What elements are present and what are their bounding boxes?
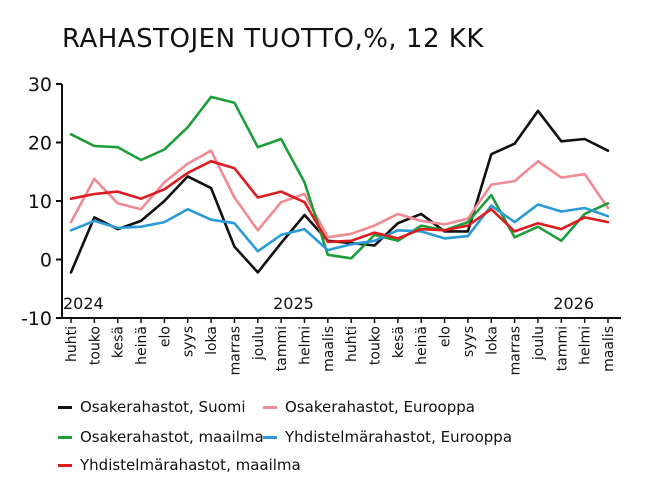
x-tick-label: syys bbox=[461, 326, 477, 357]
x-tick-label: maalis bbox=[321, 326, 337, 372]
legend-swatch bbox=[263, 405, 277, 409]
x-tick-label: maalis bbox=[601, 326, 617, 372]
y-tick-label: 10 bbox=[28, 191, 52, 213]
x-tick-label: loka bbox=[484, 326, 500, 355]
legend-item-osakerahastot-eurooppa: Osakerahastot, Eurooppa bbox=[263, 398, 475, 416]
x-tick-label: helmi bbox=[578, 326, 594, 365]
series-line-osakerahastot-eurooppa bbox=[69, 149, 610, 239]
x-tick-label: heinä bbox=[134, 326, 150, 365]
series-line-yhdistelmarahastot-maailma bbox=[69, 159, 610, 244]
chart-title: RAHASTOJEN TUOTTO,%, 12 KK bbox=[62, 24, 484, 54]
x-tick-label: huhti bbox=[344, 326, 360, 362]
x-tick-label: touko bbox=[87, 326, 103, 365]
x-tick-label: kesä bbox=[111, 326, 127, 358]
y-tick-label: -10 bbox=[21, 308, 52, 330]
x-tick-labels: huhti touko kesä heinä elo syys loka marras joul… bbox=[64, 326, 617, 375]
x-tick-label: tammi bbox=[554, 326, 570, 371]
y-tick-label: 30 bbox=[28, 74, 52, 96]
series-lines bbox=[69, 95, 610, 274]
y-tick-label: 20 bbox=[28, 133, 52, 155]
y-tick-label: 0 bbox=[40, 250, 52, 272]
x-tick-label: heinä bbox=[414, 326, 430, 365]
legend-label: Osakerahastot, maailma bbox=[80, 428, 264, 446]
legend-label: Osakerahastot, Eurooppa bbox=[285, 398, 475, 416]
x-tick-label: joulu bbox=[531, 326, 547, 361]
x-tick-label: loka bbox=[204, 326, 220, 355]
x-tick-label: helmi bbox=[297, 326, 313, 365]
legend-label: Osakerahastot, Suomi bbox=[80, 398, 246, 416]
year-label: 2024 bbox=[63, 294, 104, 313]
x-tick-label: marras bbox=[227, 326, 243, 375]
legend-label: Yhdistelmärahastot, Eurooppa bbox=[285, 428, 513, 446]
legend-label: Yhdistelmärahastot, maailma bbox=[80, 456, 301, 474]
x-tick-label: touko bbox=[368, 326, 384, 365]
year-labels: 2024 2025 2026 bbox=[63, 294, 594, 313]
year-label: 2026 bbox=[553, 294, 594, 313]
legend-item-yhdistelmarahastot-maailma: Yhdistelmärahastot, maailma bbox=[58, 456, 301, 474]
axes-layer bbox=[56, 83, 621, 323]
x-tick-label: kesä bbox=[391, 326, 407, 358]
legend-swatch bbox=[58, 463, 72, 467]
x-tick-label: tammi bbox=[274, 326, 290, 371]
legend-item-yhdistelmarahastot-eurooppa: Yhdistelmärahastot, Eurooppa bbox=[263, 428, 512, 446]
x-tick-label: elo bbox=[157, 326, 173, 347]
legend-swatch bbox=[263, 435, 277, 439]
x-tick-label: joulu bbox=[251, 326, 267, 361]
x-tick-label: syys bbox=[181, 326, 197, 357]
x-tick-label: huhti bbox=[64, 326, 80, 362]
y-tick-labels: 30 20 10 0 -10 bbox=[21, 74, 52, 330]
x-tick-label: elo bbox=[438, 326, 454, 347]
legend-item-osakerahastot-maailma: Osakerahastot, maailma bbox=[58, 428, 264, 446]
legend-swatch bbox=[58, 435, 72, 439]
year-label: 2025 bbox=[273, 294, 314, 313]
legend-item-osakerahastot-suomi: Osakerahastot, Suomi bbox=[58, 398, 246, 416]
series-line-yhdistelmarahastot-eurooppa bbox=[69, 203, 610, 253]
series-line-osakerahastot-maailma bbox=[69, 95, 610, 260]
x-tick-label: marras bbox=[508, 326, 524, 375]
legend-swatch bbox=[58, 405, 72, 409]
